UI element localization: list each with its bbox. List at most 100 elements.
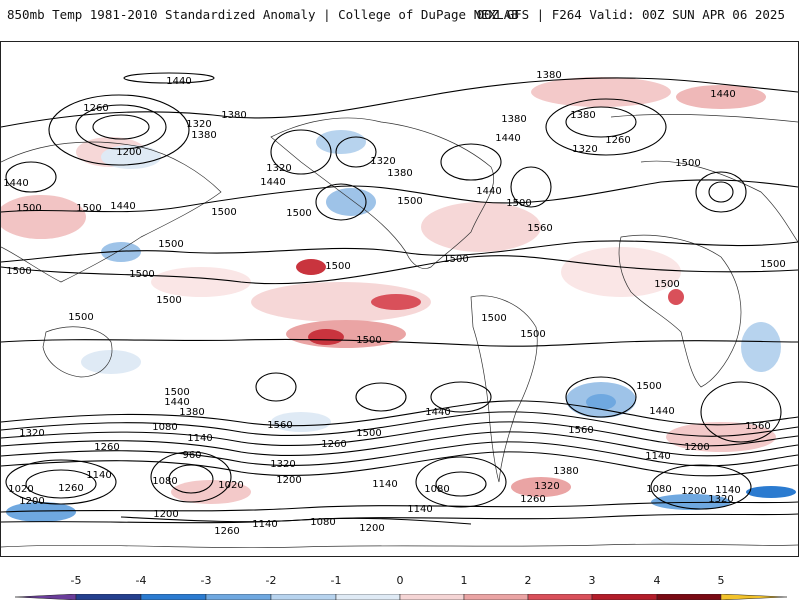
colorbar-labels: -5 -4 -3 -2 -1 0 1 2 3 4 5 xyxy=(0,574,800,592)
colorbar-segment xyxy=(591,594,658,600)
cold-anomaly-patch xyxy=(741,322,781,372)
model-run-info: 00Z GFS | F264 Valid: 00Z SUN APR 06 202… xyxy=(476,7,785,22)
contour-label: 1200 xyxy=(153,509,178,520)
contour-line xyxy=(5,161,57,193)
contour-line xyxy=(1,421,798,447)
contour-label: 1080 xyxy=(646,484,671,495)
warm-anomaly-patch xyxy=(561,247,681,297)
contour-label: 1380 xyxy=(179,407,204,418)
warm-anomaly-patch xyxy=(151,267,251,297)
colorbar-tick-label: 5 xyxy=(717,574,725,587)
contour-line xyxy=(123,72,215,84)
contour-line xyxy=(120,516,472,525)
contour-label: 1140 xyxy=(86,470,111,481)
contour-label: 1440 xyxy=(476,186,501,197)
contour-label: 1200 xyxy=(684,442,709,453)
cold-anomaly-patch xyxy=(271,412,331,432)
antarctica-coast xyxy=(1,543,798,549)
contour-line xyxy=(1,400,798,427)
contour-label: 1080 xyxy=(152,476,177,487)
colorbar-tick-label: 1 xyxy=(460,574,468,587)
cold-anomaly-patch xyxy=(101,145,161,169)
contour-line xyxy=(48,94,190,166)
contour-label: 1500 xyxy=(356,428,381,439)
colorbar xyxy=(15,594,787,600)
contour-line xyxy=(1,411,798,437)
contour-label: 1080 xyxy=(152,422,177,433)
contour-line xyxy=(1,501,798,513)
contour-label: 1440 xyxy=(495,133,520,144)
warm-anomaly-patch xyxy=(371,294,421,310)
contour-line xyxy=(270,129,332,175)
contour-line xyxy=(695,171,747,213)
contour-label: 1200 xyxy=(681,486,706,497)
colorbar-tick-label: -2 xyxy=(265,574,277,587)
contour-label: 1380 xyxy=(501,114,526,125)
colorbar-segment xyxy=(140,594,207,600)
contour-label: 1500 xyxy=(211,207,236,218)
contour-label: 1500 xyxy=(158,239,183,250)
contour-line xyxy=(1,451,798,477)
contour-line xyxy=(565,106,637,138)
warm-anomaly-patch xyxy=(531,77,671,107)
colorbar-segment xyxy=(15,594,77,600)
contour-label: 1320 xyxy=(266,163,291,174)
contour-label: 1260 xyxy=(214,526,239,537)
warm-anomaly-patch xyxy=(421,202,541,252)
contour-label: 1500 xyxy=(443,254,468,265)
world-map[interactable]: 1440 1380 1440 1260 1380 1320 1380 1380 1380 1260… xyxy=(0,41,799,557)
contour-line xyxy=(315,183,367,221)
contour-label: 1500 xyxy=(164,387,189,398)
colorbar-tick-label: 4 xyxy=(653,574,661,587)
contour-label: 1500 xyxy=(760,259,785,270)
contour-label: 1320 xyxy=(270,459,295,470)
cold-anomaly-patch xyxy=(81,350,141,374)
contour-label: 1140 xyxy=(252,519,277,530)
contour-line xyxy=(150,451,232,503)
warm-anomaly-patch xyxy=(251,282,431,322)
south-america-coast xyxy=(470,295,538,483)
contour-label: 960 xyxy=(182,450,201,461)
contour-label: 1260 xyxy=(321,439,346,450)
map-title: 850mb Temp 1981-2010 Standardized Anomal… xyxy=(7,7,519,22)
warm-anomaly-patch xyxy=(511,477,571,497)
contour-label: 1020 xyxy=(218,480,243,491)
colorbar-tick-label: -3 xyxy=(200,574,212,587)
warm-anomaly-patch xyxy=(171,480,251,504)
contour-label: 1380 xyxy=(570,110,595,121)
contour-label: 1440 xyxy=(649,406,674,417)
contour-label: 1500 xyxy=(16,203,41,214)
contour-label: 1500 xyxy=(356,335,381,346)
cold-anomaly-patch xyxy=(586,394,616,410)
contour-line xyxy=(75,104,167,150)
contour-label: 1140 xyxy=(715,485,740,496)
contour-label: 1260 xyxy=(94,442,119,453)
colorbar-tick-label: -4 xyxy=(135,574,147,587)
contour-label: 1440 xyxy=(710,89,735,100)
contour-line xyxy=(1,513,798,524)
contour-label: 1080 xyxy=(424,484,449,495)
colorbar-tick-label: -1 xyxy=(330,574,342,587)
contour-label: 1500 xyxy=(636,381,661,392)
contour-label: 1260 xyxy=(83,103,108,114)
contour-label: 1200 xyxy=(116,147,141,158)
contour-label: 1560 xyxy=(568,425,593,436)
contour-label: 1200 xyxy=(276,475,301,486)
colorbar-segment xyxy=(656,594,722,600)
contour-line xyxy=(440,143,502,181)
warm-anomaly-patch xyxy=(296,259,326,275)
contour-line xyxy=(25,469,97,499)
contour-label: 1500 xyxy=(76,203,101,214)
colorbar-segment xyxy=(463,594,529,600)
warm-anomaly-patch xyxy=(666,422,776,452)
africa-coast xyxy=(618,234,742,388)
contour-line xyxy=(415,456,507,508)
contour-line xyxy=(335,136,377,168)
colorbar-tick-label: 3 xyxy=(588,574,596,587)
contour-label: 1500 xyxy=(506,198,531,209)
contour-label: 1440 xyxy=(164,397,189,408)
cold-anomaly-patch xyxy=(6,502,76,522)
contour-label: 1020 xyxy=(8,484,33,495)
contour-line xyxy=(565,376,637,418)
